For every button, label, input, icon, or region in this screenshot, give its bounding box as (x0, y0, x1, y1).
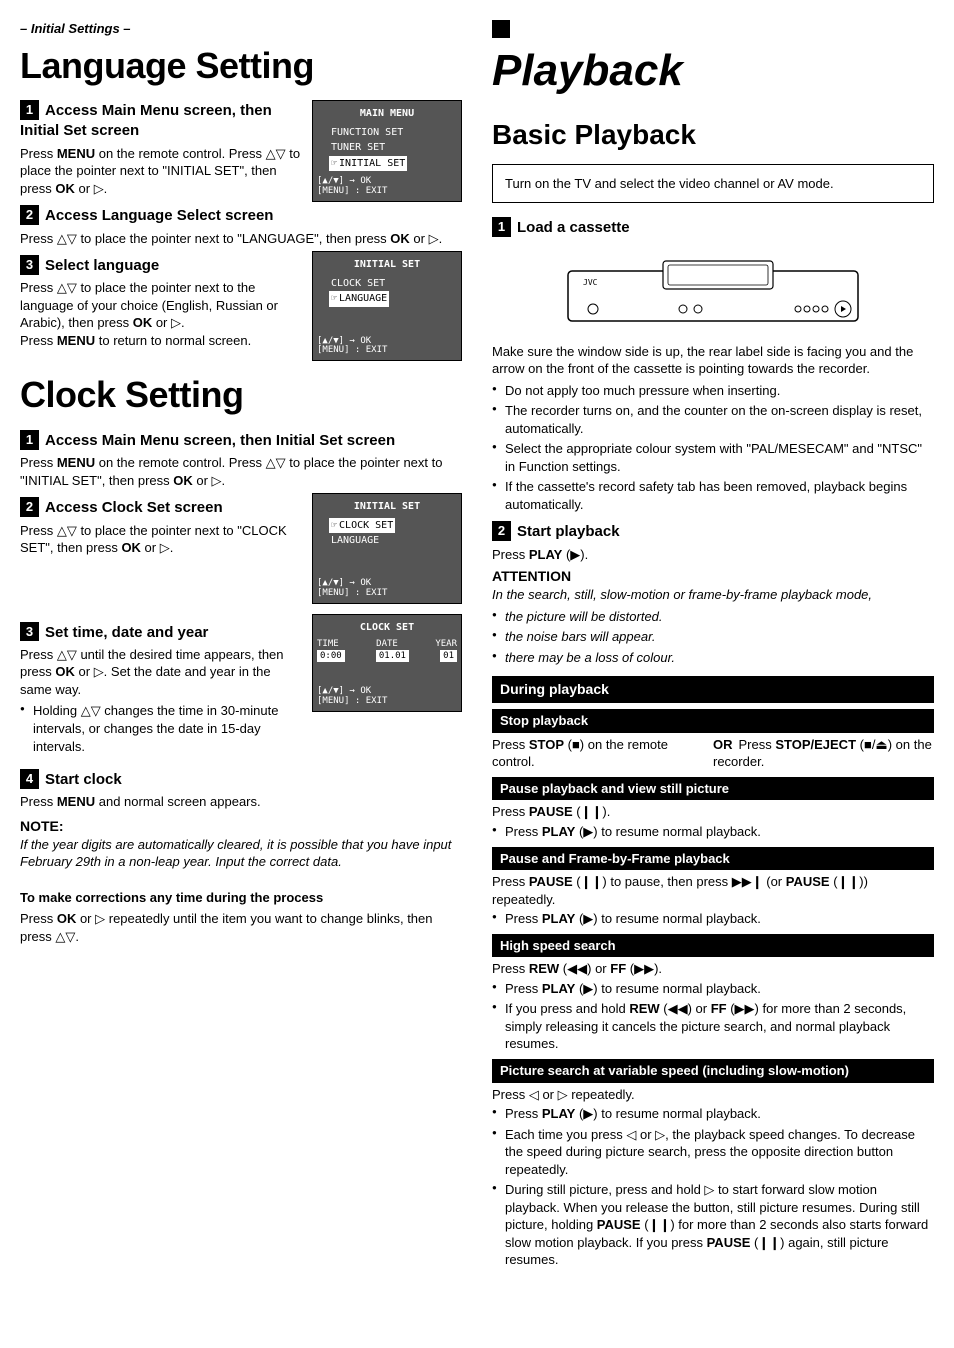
high-speed-block: Press REW (◀◀) or FF (▶▶). Press PLAY (▶… (492, 960, 934, 1053)
variable-speed-block: Press ◁ or ▷ repeatedly. Press PLAY (▶) … (492, 1086, 934, 1269)
clock-step-4-body: Press MENU and normal screen appears. (20, 793, 462, 811)
attention-head: ATTENTION (492, 567, 934, 586)
lang-step-2-body: Press △▽ to place the pointer next to "L… (20, 230, 462, 248)
tv-box-note: Turn on the TV and select the video chan… (492, 164, 934, 204)
stop-playback-bar: Stop playback (492, 709, 934, 733)
attention-body: In the search, still, slow-motion or fra… (492, 586, 934, 604)
pause-view-block: Press PAUSE (❙❙). Press PLAY (▶) to resu… (492, 803, 934, 840)
high-speed-bar: High speed search (492, 934, 934, 958)
breadcrumb: – Initial Settings – (20, 20, 462, 38)
vcr-illustration: JVC (563, 251, 863, 331)
clock-setting-title: Clock Setting (20, 371, 462, 420)
section-marker-icon (492, 20, 510, 38)
clock-step-3-list: Holding △▽ changes the time in 30-minute… (20, 702, 462, 755)
note-body: If the year digits are automatically cle… (20, 836, 462, 871)
initial-set-screen-2: INITIAL SET CLOCK SET LANGUAGE [▲/▼] → O… (312, 493, 462, 603)
corrections-head: To make corrections any time during the … (20, 889, 462, 907)
during-playback-bar: During playback (492, 676, 934, 703)
language-setting-title: Language Setting (20, 42, 462, 91)
pause-view-bar: Pause playback and view still picture (492, 777, 934, 801)
load-cassette-list: Do not apply too much pressure when inse… (492, 382, 934, 514)
start-playback-body: Press PLAY (▶). (492, 546, 934, 564)
corrections-body: Press OK or ▷ repeatedly until the item … (20, 910, 462, 945)
initial-set-screen-1: INITIAL SET CLOCK SET LANGUAGE [▲/▼] → O… (312, 251, 462, 361)
clock-step-1-head: 1Access Main Menu screen, then Initial S… (20, 430, 462, 451)
main-menu-screen: MAIN MENU FUNCTION SET TUNER SET INITIAL… (312, 100, 462, 202)
stop-playback-block: Press STOP (■) on the remote control. OR… (492, 736, 934, 771)
fbf-block: Press PAUSE (❙❙) to pause, then press ▶▶… (492, 873, 934, 928)
start-playback-head: 2Start playback (492, 521, 934, 542)
clock-set-screen: CLOCK SET TIME DATE YEAR 0:00 01.01 01 [… (312, 614, 462, 713)
load-cassette-body: Make sure the window side is up, the rea… (492, 343, 934, 378)
attention-list: the picture will be distorted. the noise… (492, 608, 934, 667)
note-head: NOTE: (20, 817, 462, 836)
fbf-bar: Pause and Frame-by-Frame playback (492, 847, 934, 871)
basic-playback-title: Basic Playback (492, 116, 934, 154)
clock-step-1-body: Press MENU on the remote control. Press … (20, 454, 462, 489)
svg-text:JVC: JVC (583, 278, 598, 287)
load-cassette-head: 1Load a cassette (492, 217, 934, 238)
playback-title: Playback (492, 41, 934, 100)
variable-speed-bar: Picture search at variable speed (includ… (492, 1059, 934, 1083)
clock-step-4-head: 4Start clock (20, 769, 462, 790)
lang-step-2-head: 2Access Language Select screen (20, 205, 462, 226)
